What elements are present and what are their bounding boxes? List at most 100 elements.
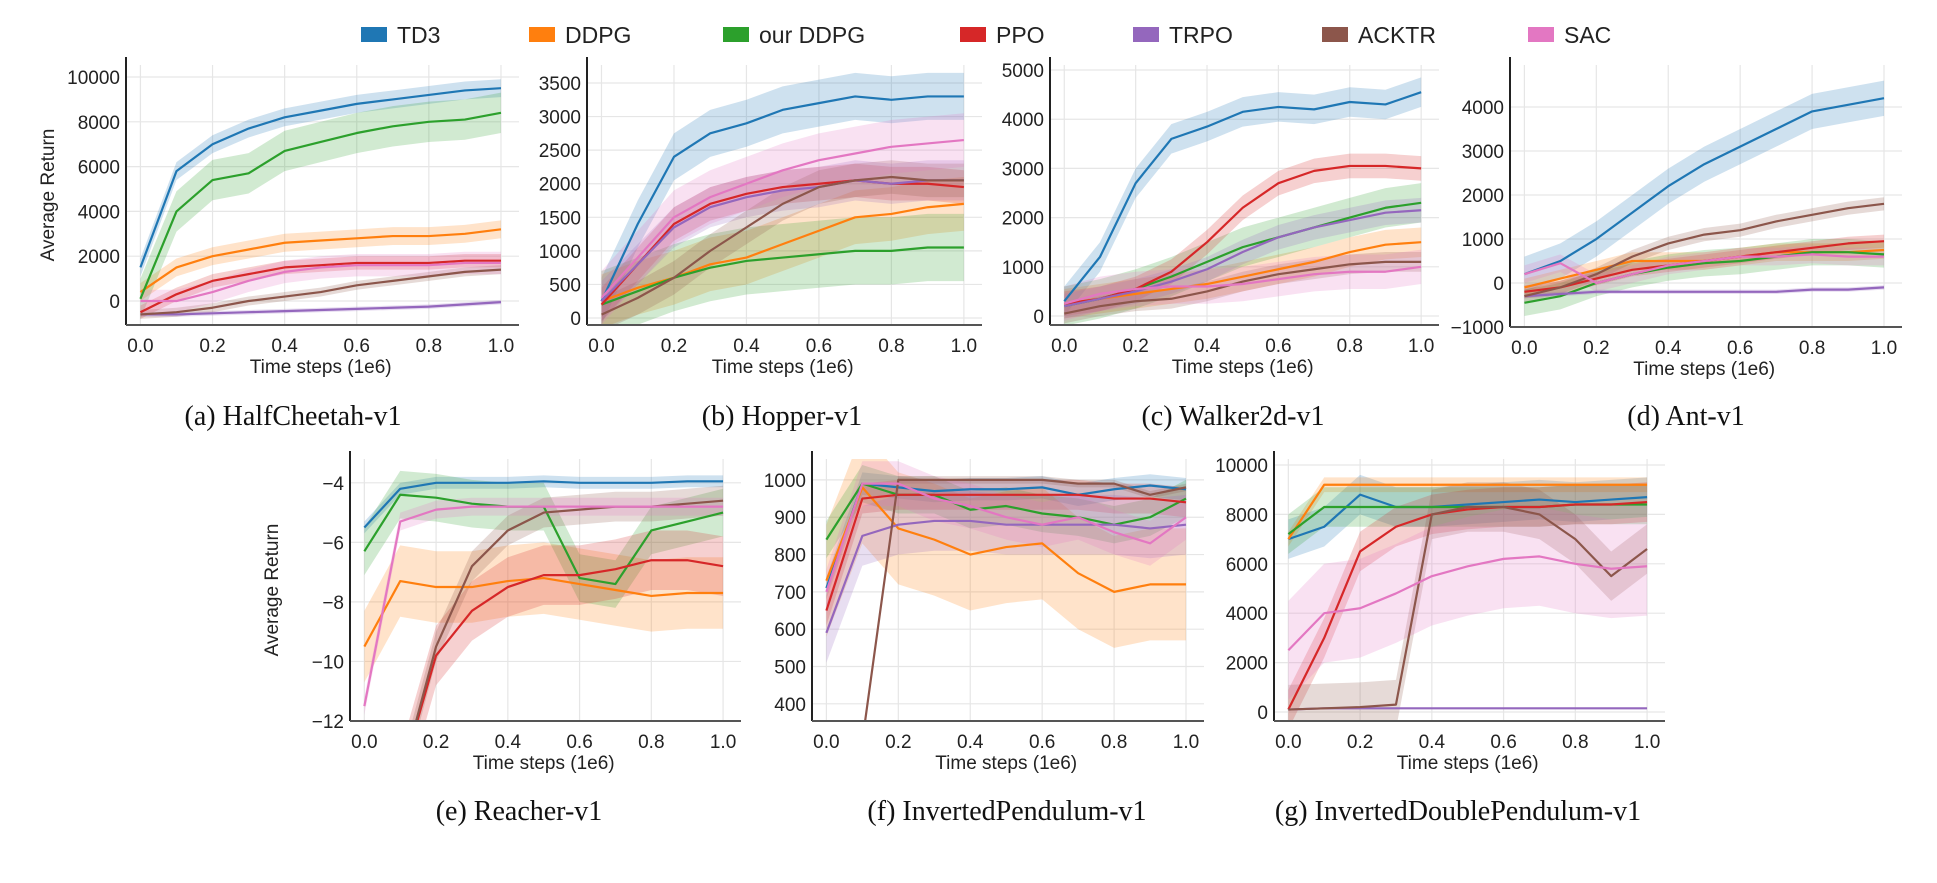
plot-area xyxy=(139,79,502,319)
legend-item-sac: SAC xyxy=(1528,22,1611,48)
band-sac xyxy=(826,461,1187,615)
y-tick-label: 1000 xyxy=(1462,230,1504,251)
x-tick-label: 0.8 xyxy=(1799,338,1825,359)
x-tick-label: 0.4 xyxy=(495,732,522,753)
y-tick-label: 6000 xyxy=(78,158,120,179)
panel-c: 0.0 0.2 0.4 0.6 0.8 1.0 0 1000 2000 3000 4000 5000 T… xyxy=(1002,57,1439,432)
legend-label: our DDPG xyxy=(759,22,865,48)
band-our-ddpg xyxy=(364,470,724,608)
x-tick-label: 0.4 xyxy=(957,732,984,753)
y-tick-label: 4000 xyxy=(1462,98,1504,119)
line-sac xyxy=(1063,265,1422,305)
band-td3 xyxy=(601,72,964,325)
x-tick-label: 0.0 xyxy=(127,336,153,357)
x-axis-label: Time steps (1e6) xyxy=(712,357,854,378)
panel-a: 0.0 0.2 0.4 0.6 0.8 1.0 0 2000 4000 6000 8000 10000… xyxy=(38,57,519,432)
y-tick-label: 3500 xyxy=(539,74,581,95)
band-td3 xyxy=(1064,77,1422,316)
y-tick-label: 10000 xyxy=(1215,456,1268,477)
legend-label: SAC xyxy=(1564,22,1611,48)
line-ddpg xyxy=(139,228,502,293)
y-tick-label: 3000 xyxy=(1002,159,1044,180)
y-tick-label: 0 xyxy=(1493,274,1504,295)
line-ppo xyxy=(600,179,964,306)
legend-swatch xyxy=(529,27,555,42)
band-acktr xyxy=(601,160,964,325)
line-acktr xyxy=(1524,202,1885,298)
y-tick-label: 3000 xyxy=(1462,142,1504,163)
band-sac xyxy=(1288,506,1648,700)
band-ddpg xyxy=(140,220,501,302)
y-tick-label: 8000 xyxy=(1226,505,1268,526)
y-tick-label: 2500 xyxy=(539,141,581,162)
line-ppo xyxy=(139,259,501,314)
band-our-ddpg xyxy=(601,213,964,325)
y-tick-label: 800 xyxy=(774,546,806,567)
line-acktr xyxy=(864,478,1187,721)
x-tick-label: 0.4 xyxy=(1655,338,1682,359)
y-tick-label: 0 xyxy=(109,292,120,313)
y-tick-label: 2000 xyxy=(1462,186,1504,207)
y-tick-label: 2000 xyxy=(78,247,120,268)
x-tick-label: 0.2 xyxy=(661,336,687,357)
band-ppo xyxy=(1064,153,1422,316)
legend-label: TRPO xyxy=(1169,22,1233,48)
band-td3 xyxy=(1524,80,1885,292)
x-tick-label: 0.6 xyxy=(1490,732,1516,753)
band-ppo xyxy=(601,163,964,322)
x-axis-label: Time steps (1e6) xyxy=(250,357,392,378)
y-tick-label: 8000 xyxy=(78,113,120,134)
y-tick-label: 1500 xyxy=(539,208,581,229)
panel-d: 0.0 0.2 0.4 0.6 0.8 1.0 −1000 0 1000 2000 3000 4000… xyxy=(1451,57,1902,432)
y-tick-label: 500 xyxy=(549,275,581,296)
line-ddpg xyxy=(1064,241,1422,305)
x-tick-label: 1.0 xyxy=(488,336,514,357)
panel-caption: (g) InvertedDoublePendulum-v1 xyxy=(1275,796,1641,827)
x-tick-label: 0.4 xyxy=(733,336,760,357)
legend: TD3 DDPG our DDPG PPO TRPO ACKTR SAC xyxy=(361,22,1611,48)
legend-item-acktr: ACKTR xyxy=(1322,22,1436,48)
band-ddpg xyxy=(601,177,964,325)
x-tick-label: 0.0 xyxy=(351,732,377,753)
x-tick-label: 0.8 xyxy=(638,732,664,753)
x-tick-label: 0.6 xyxy=(344,336,370,357)
line-ddpg xyxy=(825,486,1187,593)
plot-area xyxy=(363,470,724,721)
panel-caption: (f) InvertedPendulum-v1 xyxy=(867,796,1146,827)
x-tick-label: 0.8 xyxy=(1337,336,1363,357)
band-acktr xyxy=(1288,482,1648,721)
panel-caption: (a) HalfCheetah-v1 xyxy=(185,401,402,432)
y-tick-label: 600 xyxy=(774,620,806,641)
legend-label: TD3 xyxy=(397,22,440,48)
panel-caption: (b) Hopper-v1 xyxy=(702,401,862,432)
line-td3 xyxy=(139,87,502,268)
panel-g: 0.0 0.2 0.4 0.6 0.8 1.0 0 2000 4000 6000 8000 10000… xyxy=(1215,451,1665,827)
y-tick-label: 500 xyxy=(774,658,806,679)
line-td3 xyxy=(600,95,964,302)
line-trpo xyxy=(600,179,964,302)
y-tick-label: 900 xyxy=(774,508,806,529)
panel-b: 0.0 0.2 0.4 0.6 0.8 1.0 0 500 1000 1500 2000 2500 30… xyxy=(539,57,982,432)
x-tick-label: 1.0 xyxy=(1173,732,1199,753)
line-ppo xyxy=(416,559,724,721)
y-tick-label: 4000 xyxy=(78,202,120,223)
y-tick-label: 1000 xyxy=(1002,258,1044,279)
y-tick-label: 3000 xyxy=(539,108,581,129)
line-sac xyxy=(825,482,1187,593)
band-our-ddpg xyxy=(1524,239,1885,317)
band-sac xyxy=(601,113,964,325)
legend-swatch xyxy=(1528,27,1554,42)
x-tick-label: 0.6 xyxy=(1029,732,1055,753)
x-axis-label: Time steps (1e6) xyxy=(935,753,1077,774)
x-tick-label: 0.2 xyxy=(885,732,911,753)
y-tick-label: −12 xyxy=(312,712,344,733)
x-axis-label: Time steps (1e6) xyxy=(473,753,615,774)
band-our-ddpg xyxy=(140,92,501,319)
x-axis-label: Time steps (1e6) xyxy=(1172,357,1314,378)
legend-label: ACKTR xyxy=(1358,22,1436,48)
x-tick-label: 0.4 xyxy=(1419,732,1446,753)
x-tick-label: 1.0 xyxy=(1634,732,1660,753)
line-sac xyxy=(140,261,501,303)
y-tick-label: 0 xyxy=(570,309,581,330)
plot-area xyxy=(1287,474,1648,721)
